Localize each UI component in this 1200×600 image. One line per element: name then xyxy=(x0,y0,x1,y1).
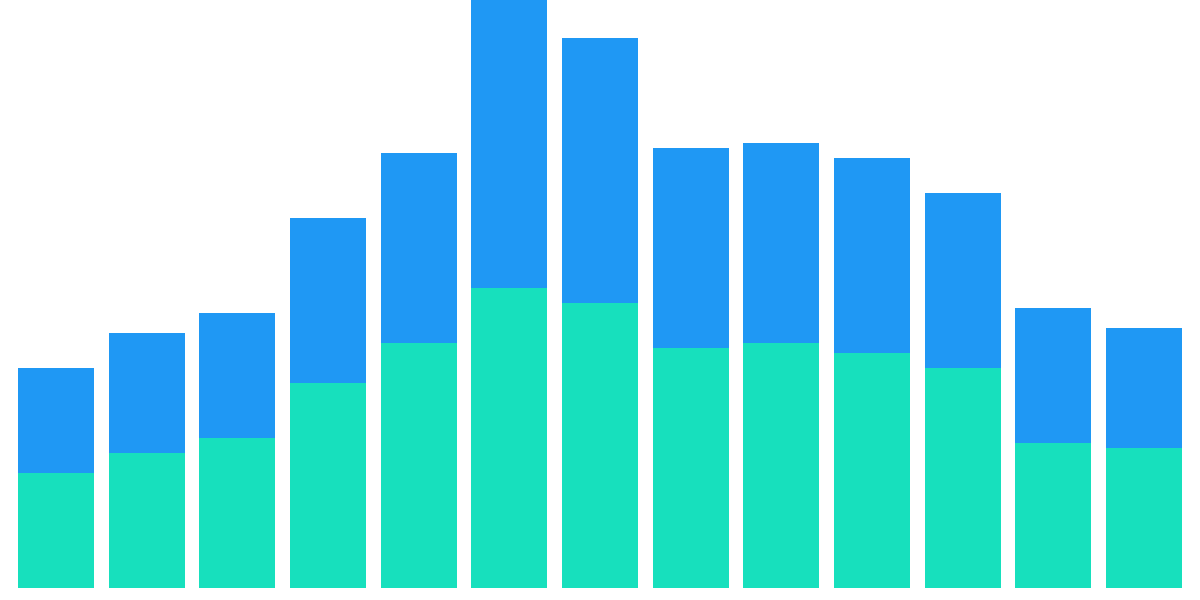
bar-1-top xyxy=(109,333,185,453)
bar-0-top xyxy=(18,368,94,473)
bar-4-top xyxy=(381,153,457,343)
bar-3-top xyxy=(290,218,366,383)
bar-1-bottom xyxy=(109,453,185,588)
bar-10-top xyxy=(925,193,1001,368)
bar-11-bottom xyxy=(1015,443,1091,588)
bar-9-top xyxy=(834,158,910,353)
bar-10-bottom xyxy=(925,368,1001,588)
bar-7-bottom xyxy=(653,348,729,588)
bar-6-top xyxy=(562,38,638,303)
bar-9-bottom xyxy=(834,353,910,588)
bar-12-bottom xyxy=(1106,448,1182,588)
bar-12-top xyxy=(1106,328,1182,448)
bar-6-bottom xyxy=(562,303,638,588)
bar-7-top xyxy=(653,148,729,348)
bar-2-bottom xyxy=(199,438,275,588)
bar-8-bottom xyxy=(743,343,819,588)
bar-2-top xyxy=(199,313,275,438)
bar-3-bottom xyxy=(290,383,366,588)
bar-5-bottom xyxy=(471,288,547,588)
bar-11-top xyxy=(1015,308,1091,443)
bar-0-bottom xyxy=(18,473,94,588)
bar-5-top xyxy=(471,0,547,288)
bar-4-bottom xyxy=(381,343,457,588)
stacked-bar-chart xyxy=(0,0,1200,600)
bar-8-top xyxy=(743,143,819,343)
